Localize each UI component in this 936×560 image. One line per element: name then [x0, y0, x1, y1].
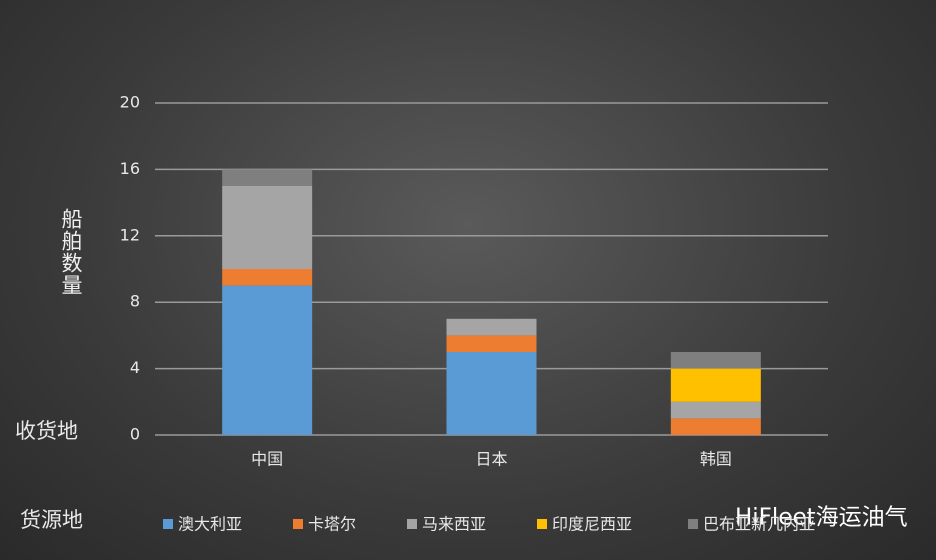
legend-swatch — [407, 519, 417, 529]
x-axis-label: 收货地 — [15, 419, 78, 443]
legend-label: 卡塔尔 — [308, 515, 356, 534]
legend-swatch — [688, 519, 698, 529]
y-tick-label: 8 — [130, 292, 140, 311]
bar-segment — [222, 169, 313, 186]
bar-segment — [670, 401, 761, 419]
bar-segment — [670, 368, 761, 402]
bar-segment — [446, 352, 537, 435]
bar-segment — [670, 418, 761, 435]
watermark: HiFleet海运油气 — [735, 505, 908, 531]
x-tick-label: 韩国 — [700, 450, 732, 469]
y-tick-label: 12 — [120, 225, 140, 244]
legend-label: 印度尼西亚 — [552, 515, 632, 534]
bar-segment — [222, 269, 313, 286]
y-axis-label: 船舶数量 — [59, 208, 83, 296]
bar-segment — [446, 335, 537, 352]
legend-label: 巴布亚新几内亚 — [703, 515, 815, 534]
bar-segment — [446, 318, 537, 336]
legend-label: 澳大利亚 — [178, 515, 242, 534]
bar-segment — [222, 285, 313, 435]
x-tick-label: 日本 — [475, 450, 507, 469]
bar-segment — [670, 352, 761, 369]
y-tick-label: 0 — [130, 425, 140, 444]
y-tick-label: 20 — [120, 93, 140, 112]
bar-segment — [222, 186, 313, 269]
legend-swatch — [163, 519, 173, 529]
legend-swatch — [293, 519, 303, 529]
y-tick-label: 16 — [120, 159, 140, 178]
legend-swatch — [537, 519, 547, 529]
legend-title: 货源地 — [20, 508, 83, 532]
x-tick-label: 中国 — [251, 450, 283, 469]
legend-label: 马来西亚 — [422, 515, 486, 534]
y-tick-label: 4 — [130, 358, 140, 377]
